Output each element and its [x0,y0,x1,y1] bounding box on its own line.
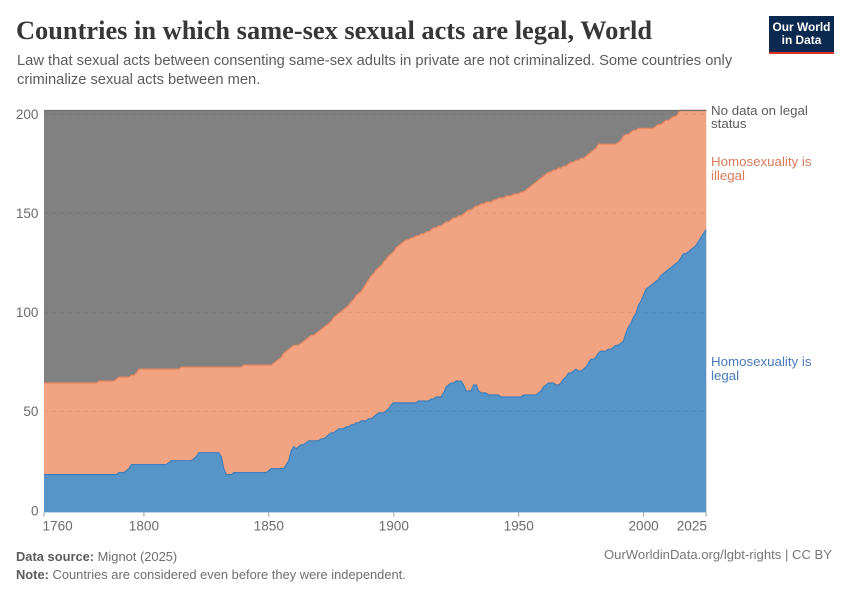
svg-text:150: 150 [16,206,39,221]
svg-text:1950: 1950 [504,519,535,534]
svg-text:2025: 2025 [677,519,707,534]
svg-text:1900: 1900 [379,519,410,534]
svg-text:1800: 1800 [129,519,160,534]
svg-text:2000: 2000 [628,519,659,534]
svg-text:50: 50 [23,404,39,419]
svg-text:200: 200 [16,107,39,122]
svg-text:1760: 1760 [43,519,74,534]
svg-text:0: 0 [31,503,39,518]
svg-text:1850: 1850 [254,519,285,534]
svg-text:100: 100 [16,305,39,320]
